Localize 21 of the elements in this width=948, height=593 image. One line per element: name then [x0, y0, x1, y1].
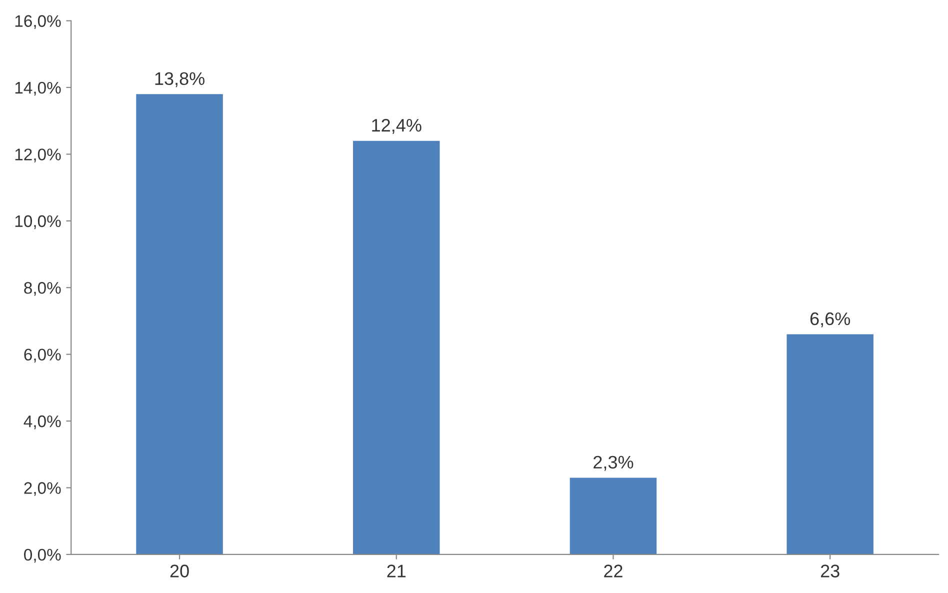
bar — [136, 94, 223, 554]
data-label: 2,3% — [594, 456, 634, 471]
data-label: 13,8% — [155, 72, 204, 88]
data-label: 12,4% — [372, 118, 422, 134]
x-tick-label: 20 — [170, 564, 189, 578]
y-tick-label: 16,0% — [15, 15, 61, 29]
x-tick-label: 21 — [387, 564, 406, 578]
y-tick-label: 12,0% — [15, 148, 61, 162]
y-tick-label: 4,0% — [24, 415, 61, 430]
y-tick-label: 6,0% — [24, 348, 61, 362]
y-tick-label: 0,0% — [24, 548, 61, 563]
x-tick-label: 23 — [820, 564, 840, 578]
bar — [353, 140, 440, 554]
y-tick-label: 10,0% — [15, 215, 61, 230]
data-label: 6,6% — [810, 312, 850, 328]
y-tick-label: 14,0% — [15, 82, 61, 96]
x-tick-label: 22 — [604, 564, 622, 578]
y-tick-label: 8,0% — [24, 282, 61, 296]
bar — [786, 334, 874, 554]
y-tick-label: 2,0% — [24, 482, 61, 496]
bar — [570, 478, 657, 554]
